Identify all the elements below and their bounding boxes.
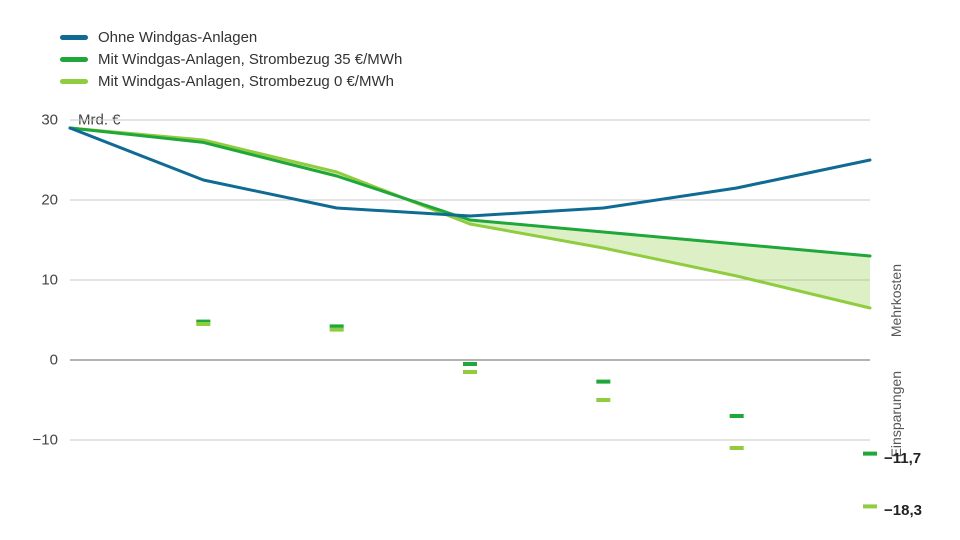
plot-svg	[70, 120, 870, 520]
y-tick-label: 0	[0, 352, 58, 369]
y-tick-label: 30	[0, 112, 58, 129]
legend-item: Mit Windgas-Anlagen, Strombezug 0 €/MWh	[60, 70, 402, 92]
right-label-mehrkosten: Mehrkosten	[888, 264, 904, 337]
value-label: −11,7	[884, 450, 921, 467]
y-tick-label: 10	[0, 272, 58, 289]
legend-label: Ohne Windgas-Anlagen	[98, 29, 257, 46]
legend-label: Mit Windgas-Anlagen, Strombezug 0 €/MWh	[98, 73, 394, 90]
value-label: −18,3	[884, 502, 922, 519]
chart-container: Ohne Windgas-Anlagen Mit Windgas-Anlagen…	[0, 0, 960, 540]
legend-swatch	[60, 57, 88, 62]
legend-item: Mit Windgas-Anlagen, Strombezug 35 €/MWh	[60, 48, 402, 70]
plot-area	[70, 120, 870, 520]
y-tick-label: 20	[0, 192, 58, 209]
legend-swatch	[60, 79, 88, 84]
legend-swatch	[60, 35, 88, 40]
legend-item: Ohne Windgas-Anlagen	[60, 26, 402, 48]
right-label-einsparungen: Einsparungen	[888, 371, 904, 457]
legend: Ohne Windgas-Anlagen Mit Windgas-Anlagen…	[60, 26, 402, 92]
legend-label: Mit Windgas-Anlagen, Strombezug 35 €/MWh	[98, 51, 402, 68]
y-tick-label: −10	[0, 432, 58, 449]
